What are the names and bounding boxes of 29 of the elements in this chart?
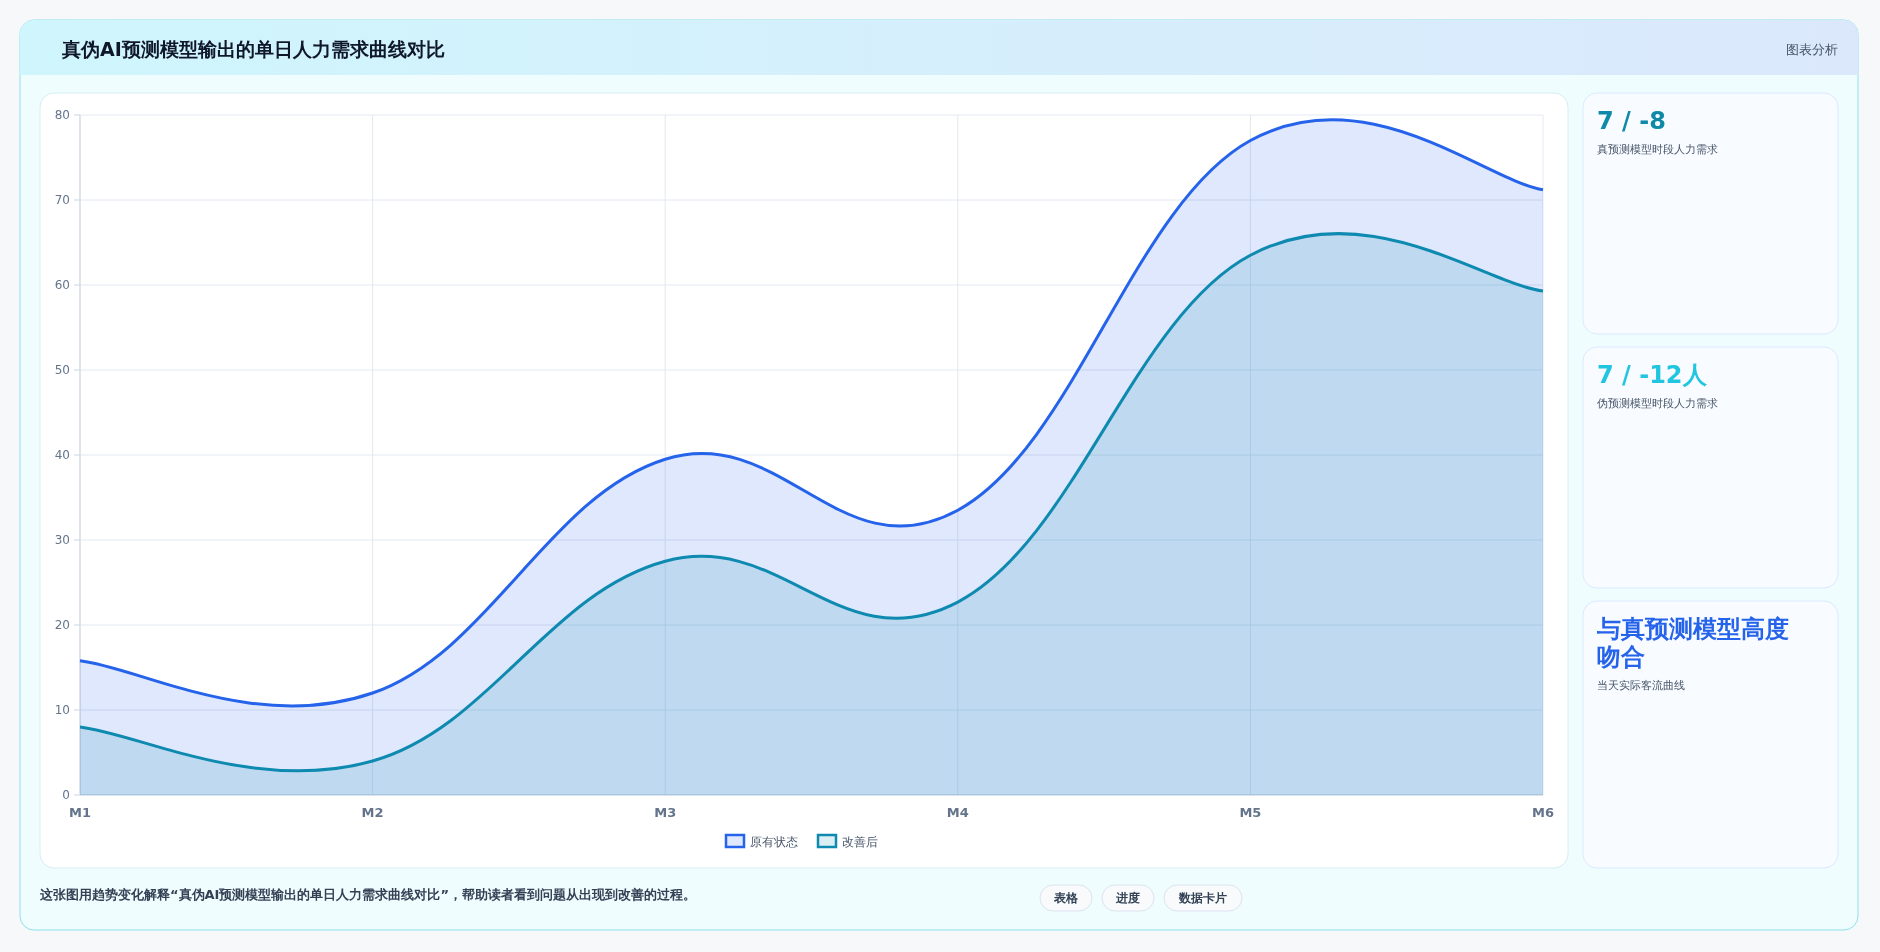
x-tick-label: M2 [361, 805, 384, 820]
text: 表格 [1053, 891, 1079, 905]
x-tick-label: M6 [1532, 805, 1554, 820]
y-tick-label: 20 [54, 618, 70, 632]
x-tick-label: M1 [69, 805, 91, 820]
text: 伪预测模型时段人力需求 [1597, 397, 1718, 410]
text: 7 / -8 [1597, 107, 1666, 135]
chart-title: 真伪AI预测模型输出的单日人力需求曲线对比 [61, 38, 445, 60]
y-tick-label: 80 [54, 108, 70, 122]
legend-label: 原有状态 [750, 835, 798, 849]
y-tick-label: 10 [54, 703, 70, 717]
text: 这张图用趋势变化解释“真伪AI预测模型输出的单日人力需求曲线对比”，帮助读者看到问题从出现到改善的过程。 [39, 887, 696, 902]
text: 7 / -12人 [1597, 361, 1708, 389]
y-tick-label: 0 [62, 788, 70, 802]
text: 数据卡片 [1178, 891, 1227, 905]
x-tick-label: M3 [654, 805, 677, 820]
y-tick-label: 40 [54, 448, 70, 462]
text: 与真预测模型高度吻合 [1596, 615, 1789, 671]
y-tick-label: 70 [54, 193, 70, 207]
text: 图表分析 [1786, 42, 1838, 57]
x-tick-label: M4 [946, 805, 969, 820]
y-tick-label: 50 [54, 363, 70, 377]
legend-label: 改善后 [842, 835, 878, 849]
x-tick-label: M5 [1239, 805, 1262, 820]
text: 进度 [1115, 891, 1140, 905]
text: 当天实际客流曲线 [1597, 679, 1685, 692]
text: 真预测模型时段人力需求 [1597, 143, 1718, 156]
y-tick-label: 30 [54, 533, 70, 547]
y-tick-label: 60 [54, 278, 70, 292]
